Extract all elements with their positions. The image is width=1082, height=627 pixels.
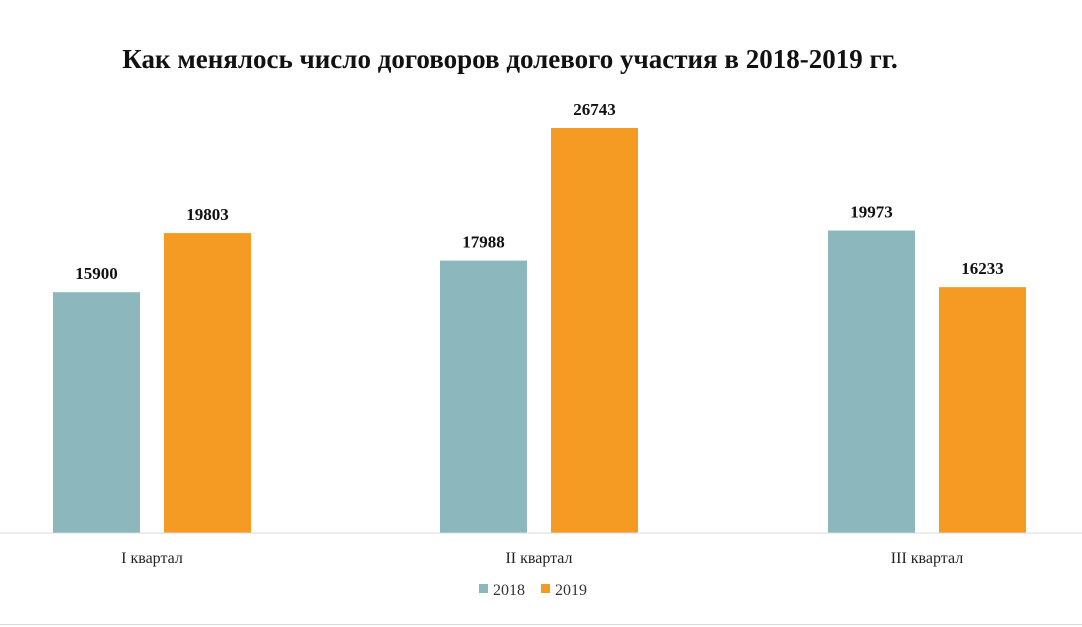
- bar-2019-q3: [939, 287, 1026, 533]
- legend: 2018 2019: [479, 582, 587, 599]
- bar-2018-q1: [53, 292, 140, 533]
- x-tick-label-q2: II квартал: [505, 550, 572, 567]
- bar-2019-q1: [164, 233, 251, 533]
- data-label-2018-q3: 19973: [850, 203, 893, 222]
- data-label-2019-q2: 26743: [573, 100, 616, 119]
- legend-label-2018: 2018: [493, 582, 525, 599]
- bar-2019-q2: [551, 128, 638, 533]
- bottom-border: [0, 624, 1082, 625]
- x-tick-label-q1: I квартал: [121, 550, 183, 567]
- data-label-2018-q1: 15900: [75, 264, 118, 283]
- data-label-2019-q1: 19803: [186, 205, 229, 224]
- chart-title: Как менялось число договоров долевого уч…: [122, 44, 898, 74]
- legend-swatch-2019: [541, 584, 550, 593]
- x-tick-label-q3: III квартал: [891, 550, 963, 567]
- legend-swatch-2018: [479, 584, 488, 593]
- x-tick-labels: I квартал II квартал III квартал: [121, 550, 963, 567]
- bars-layer: [53, 128, 1026, 534]
- legend-label-2019: 2019: [555, 582, 587, 599]
- data-labels-layer: 15900 19803 17988 26743 19973 16233: [75, 100, 1004, 283]
- bar-2018-q2: [440, 260, 527, 533]
- data-label-2018-q2: 17988: [462, 233, 505, 252]
- data-label-2019-q3: 16233: [961, 259, 1004, 278]
- bar-2018-q3: [828, 230, 915, 534]
